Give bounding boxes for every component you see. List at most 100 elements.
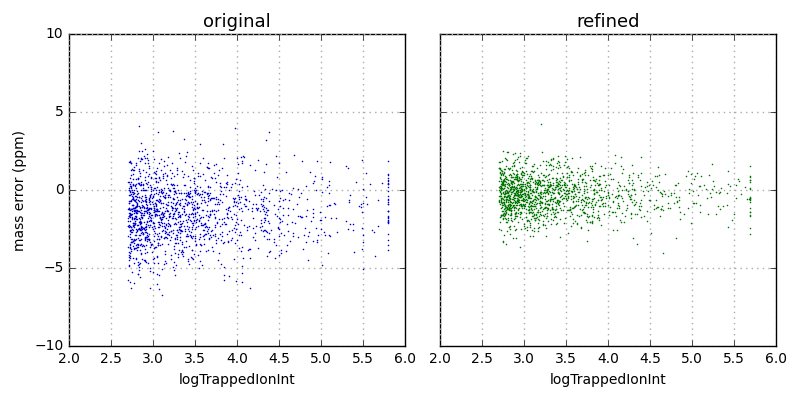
Point [166, 181, 179, 188]
Point [141, 210, 154, 216]
Point [299, 182, 312, 189]
Point [542, 200, 555, 207]
Point [643, 196, 656, 203]
Point [204, 183, 217, 190]
Point [523, 186, 536, 192]
Point [534, 212, 547, 218]
Point [232, 188, 245, 194]
Point [151, 270, 164, 277]
Point [536, 200, 549, 206]
Point [201, 163, 214, 170]
Point [506, 202, 519, 209]
Point [126, 202, 138, 208]
Point [546, 206, 558, 212]
Point [499, 198, 512, 204]
Point [514, 200, 527, 207]
Point [382, 218, 394, 225]
Point [148, 156, 161, 162]
Point [498, 192, 511, 199]
Point [501, 190, 514, 197]
Point [516, 193, 529, 200]
Point [526, 188, 539, 194]
Point [567, 180, 580, 187]
Point [542, 172, 554, 178]
Point [606, 209, 618, 216]
Point [504, 171, 517, 178]
Point [126, 192, 138, 199]
Point [612, 179, 625, 186]
Point [541, 201, 554, 207]
Point [143, 192, 156, 199]
Point [138, 155, 151, 161]
Point [513, 210, 526, 217]
Point [155, 156, 168, 162]
Point [123, 158, 136, 164]
Point [174, 237, 187, 244]
Point [186, 232, 199, 239]
Point [182, 258, 194, 264]
Point [507, 159, 520, 165]
Point [382, 181, 394, 187]
Point [522, 195, 535, 201]
Point [125, 182, 138, 189]
Point [516, 181, 529, 188]
Point [382, 214, 394, 220]
Point [204, 228, 217, 234]
Point [241, 224, 254, 230]
Point [512, 175, 525, 181]
Point [229, 195, 242, 201]
Point [346, 221, 359, 228]
Point [599, 193, 612, 199]
Point [594, 194, 606, 200]
Point [135, 197, 148, 203]
Point [517, 197, 530, 203]
Point [649, 184, 662, 190]
Point [142, 222, 154, 228]
Point [192, 190, 205, 196]
Point [532, 177, 545, 184]
Point [523, 209, 536, 216]
Point [656, 203, 669, 209]
Point [162, 241, 174, 247]
Point [511, 205, 524, 212]
Point [602, 172, 614, 178]
Point [138, 160, 151, 167]
Point [129, 220, 142, 226]
Point [514, 202, 527, 209]
Point [653, 172, 666, 178]
Point [515, 187, 528, 194]
Point [610, 205, 623, 212]
Point [502, 181, 515, 188]
Point [178, 206, 190, 212]
Point [145, 241, 158, 247]
Point [744, 172, 757, 179]
Point [348, 248, 361, 255]
Point [174, 221, 186, 228]
Point [654, 206, 667, 212]
Point [494, 174, 506, 181]
Point [185, 232, 198, 239]
Point [233, 181, 246, 187]
Point [123, 252, 136, 259]
Point [566, 199, 579, 205]
Point [131, 241, 144, 248]
Point [237, 152, 250, 159]
Point [534, 204, 546, 211]
Point [499, 198, 512, 205]
Point [382, 196, 394, 202]
Point [493, 197, 506, 203]
Point [565, 196, 578, 202]
Point [218, 219, 230, 225]
Point [176, 250, 189, 257]
Point [207, 195, 220, 202]
Point [169, 234, 182, 241]
Point [574, 199, 587, 205]
Point [554, 179, 566, 186]
Point [257, 198, 270, 205]
Point [586, 198, 598, 204]
Point [140, 209, 153, 215]
Point [503, 198, 516, 204]
Point [561, 156, 574, 162]
Point [151, 207, 164, 214]
Point [154, 205, 166, 212]
